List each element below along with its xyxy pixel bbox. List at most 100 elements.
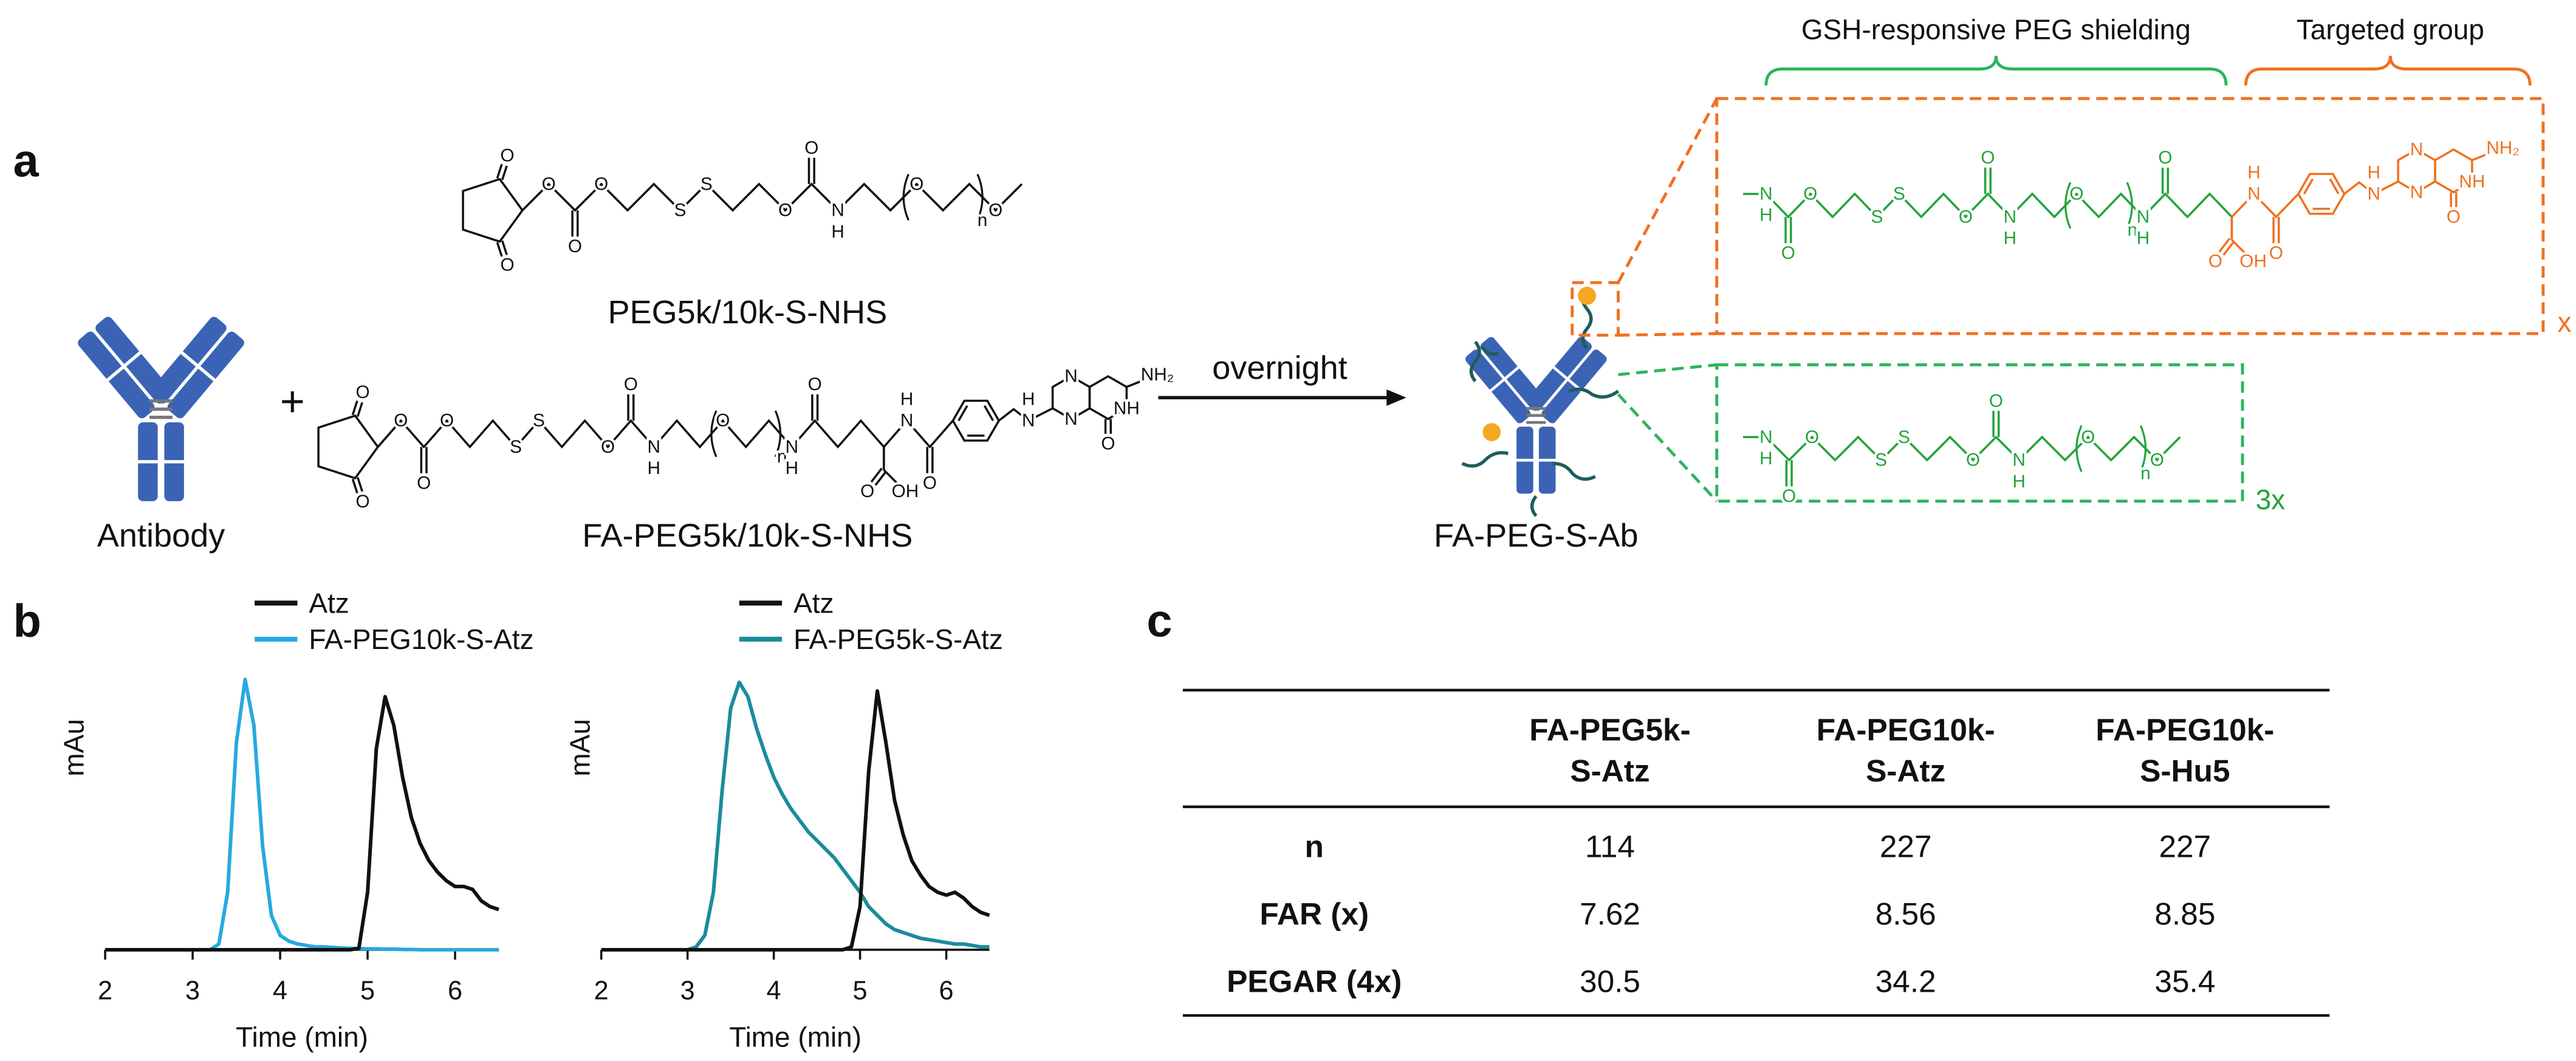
atom-label: N — [1064, 409, 1077, 429]
chain — [521, 182, 1023, 212]
bracket — [902, 173, 984, 221]
atom-label: N — [786, 437, 798, 457]
atom-label: O — [2447, 207, 2461, 227]
atom-label: O — [1989, 391, 2003, 411]
atom-label: H — [1022, 390, 1035, 410]
bond — [870, 467, 883, 483]
legend-label: Atz — [309, 587, 349, 619]
atom-label: H — [2137, 228, 2150, 249]
atom-label: N — [1064, 366, 1077, 386]
atom-label: O — [2081, 427, 2095, 447]
atom-label: NH₂ — [2486, 138, 2519, 158]
bond — [2231, 239, 2247, 255]
multiplier: x — [2558, 306, 2572, 338]
bracket — [710, 410, 781, 458]
atom-label: n — [2128, 220, 2138, 240]
panel-label: b — [13, 596, 41, 647]
atom-label: H — [1759, 448, 1772, 469]
bond — [2303, 178, 2314, 194]
atom-label: O — [1101, 434, 1115, 454]
atom-label: H — [2247, 162, 2260, 182]
bond — [501, 240, 508, 255]
bracket — [2075, 425, 2147, 472]
atom-label: O — [568, 236, 582, 256]
braces — [1764, 55, 2532, 86]
table-rules — [1182, 688, 2330, 1017]
atom-label: NH — [1114, 398, 1140, 418]
atom-label: O — [1781, 243, 1795, 263]
x-axis-title: Time (min) — [236, 1021, 368, 1052]
x-tick-label: 3 — [680, 977, 695, 1006]
product-name: FA-PEG-S-Ab — [1434, 518, 1639, 554]
legend-label: FA-PEG10k-S-Atz — [309, 623, 533, 655]
atom-label: S — [510, 437, 522, 457]
atom-label: O — [2269, 243, 2283, 263]
reagent-name: FA-PEG5k/10k-S-NHS — [582, 518, 913, 554]
ring — [462, 177, 524, 243]
antibody-label: Antibody — [97, 518, 225, 554]
atom-label: O — [594, 174, 608, 194]
bond — [2329, 178, 2340, 194]
bond — [496, 242, 503, 257]
x-tick-label: 2 — [594, 977, 609, 1006]
bond — [357, 477, 363, 492]
chromatogram-trace — [601, 689, 990, 952]
row-label: n — [1305, 829, 1324, 864]
x-tick-label: 3 — [185, 977, 200, 1006]
atom-label: S — [533, 411, 545, 431]
chromatogram-trace — [105, 695, 499, 952]
atom-label: H — [786, 458, 798, 478]
atom-label: S — [1875, 450, 1887, 470]
bond — [496, 163, 503, 179]
atom-label: S — [1871, 207, 1883, 227]
table-cell: 227 — [2159, 829, 2211, 864]
atom-label: H — [2013, 472, 2026, 492]
bond — [957, 405, 968, 422]
x-tick-label: 5 — [360, 977, 375, 1006]
atom-label: NH₂ — [1141, 365, 1174, 385]
atom-label: O — [1966, 450, 1980, 470]
atom-label: H — [2368, 162, 2380, 182]
table-header: FA-PEG10k- — [2095, 712, 2274, 747]
reagent-name: PEG5k/10k-S-NHS — [608, 294, 887, 331]
y-axis-title: mAu — [564, 719, 596, 777]
table-cell: 114 — [1585, 829, 1635, 864]
table-header: S-Hu5 — [2140, 753, 2230, 788]
atom-label: OH — [2239, 251, 2267, 271]
atom-label: N — [1759, 184, 1772, 204]
atom-label: N — [831, 201, 844, 221]
table-header: FA-PEG10k- — [1817, 712, 1995, 747]
atom-label: O — [1981, 148, 1995, 168]
x-tick-label: 5 — [853, 977, 868, 1006]
brace-label: GSH-responsive PEG shielding — [1801, 14, 2191, 46]
chain — [2343, 180, 2399, 196]
table-header: S-Atz — [1570, 753, 1649, 788]
bond — [883, 469, 899, 486]
plus-sign: + — [280, 377, 305, 425]
bond — [351, 478, 358, 493]
chain — [377, 419, 954, 449]
atom-label: O — [356, 382, 370, 402]
atom-label: O — [716, 411, 730, 431]
table-header: FA-PEG5k- — [1529, 712, 1690, 747]
atom-label: N — [647, 437, 660, 457]
atom-label: O — [909, 174, 923, 194]
atom-label: O — [2158, 148, 2172, 168]
atom-label: n — [2140, 463, 2151, 483]
ring — [2297, 173, 2346, 215]
ring — [951, 399, 1001, 442]
bond — [2472, 152, 2490, 162]
atom-label: O — [501, 146, 515, 166]
table-cell: 34.2 — [1875, 963, 1936, 998]
atom-label: H — [900, 390, 913, 410]
panel-label: c — [1146, 596, 1172, 647]
atom-label: O — [804, 138, 818, 158]
atom-label: O — [988, 201, 1002, 221]
bond — [1126, 379, 1145, 388]
row-label: FAR (x) — [1259, 896, 1369, 931]
conjugate-icon — [1462, 286, 1620, 517]
atom-label: O — [1805, 427, 1819, 447]
atom-label: H — [831, 222, 844, 242]
atom-label: O — [356, 492, 370, 512]
x-tick-label: 2 — [98, 977, 112, 1006]
